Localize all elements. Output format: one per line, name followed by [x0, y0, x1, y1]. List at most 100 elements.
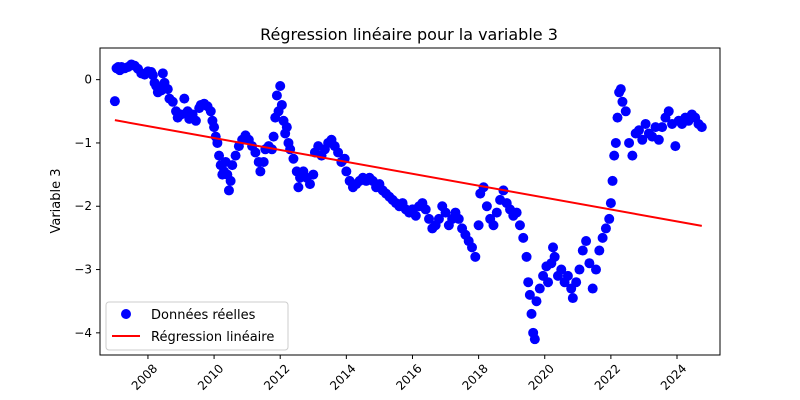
data-point	[597, 232, 608, 243]
legend-label-scatter: Données réelles	[151, 308, 256, 323]
legend-box	[105, 301, 289, 351]
data-point	[524, 289, 535, 300]
data-point	[288, 153, 299, 164]
data-point	[531, 296, 542, 307]
data-point	[440, 207, 451, 218]
data-point	[605, 198, 616, 209]
data-point	[467, 242, 477, 253]
data-point	[584, 258, 595, 269]
data-point	[657, 122, 668, 133]
x-tick-label: 2020	[526, 361, 557, 392]
regression-lines	[114, 119, 702, 227]
data-point	[607, 175, 618, 186]
legend: Données réelles Régression linéaire	[105, 301, 289, 351]
data-point	[612, 112, 623, 123]
data-point	[491, 207, 502, 218]
data-point	[571, 277, 582, 288]
data-point	[534, 283, 545, 294]
data-point	[250, 147, 261, 158]
data-point	[604, 213, 615, 224]
data-point	[567, 293, 578, 304]
data-point	[663, 106, 674, 117]
data-point	[620, 106, 631, 117]
data-point	[225, 175, 236, 186]
legend-label-line: Régression linéaire	[151, 330, 274, 345]
data-point	[341, 166, 352, 177]
data-point	[420, 204, 431, 215]
y-tick-label: −2	[74, 199, 92, 213]
data-point	[214, 150, 225, 161]
data-point	[255, 166, 266, 177]
x-tick-label: 2016	[393, 361, 424, 392]
data-point	[610, 137, 621, 148]
data-point	[275, 80, 286, 91]
data-point	[633, 125, 644, 136]
data-point	[591, 264, 601, 275]
data-point	[640, 118, 651, 129]
chart-title: Régression linéaire pour la variable 3	[260, 25, 558, 44]
data-point	[276, 99, 287, 110]
data-point	[670, 141, 681, 152]
data-point	[162, 84, 173, 95]
data-point	[190, 115, 201, 126]
data-point	[518, 232, 529, 243]
data-point	[304, 179, 315, 190]
data-point	[271, 90, 282, 101]
x-tick-label: 2012	[261, 361, 292, 392]
data-point	[514, 220, 525, 231]
data-point	[511, 207, 522, 218]
data-point	[227, 160, 238, 171]
data-point	[627, 150, 638, 161]
data-point	[223, 185, 234, 196]
data-point	[212, 137, 223, 148]
data-point	[609, 150, 620, 161]
data-point	[109, 96, 120, 107]
y-axis-label: Variable 3	[49, 168, 64, 233]
data-point	[523, 277, 534, 288]
data-point	[574, 264, 585, 275]
legend-scatter-marker	[121, 309, 131, 319]
data-point	[624, 137, 635, 148]
data-point	[410, 210, 421, 221]
y-tick-label: 0	[84, 73, 92, 87]
data-point	[526, 308, 537, 319]
data-point	[258, 156, 269, 167]
data-point	[594, 245, 605, 256]
data-point	[179, 93, 190, 104]
x-tick-label: 2024	[658, 361, 689, 392]
data-point	[147, 70, 158, 81]
data-point	[556, 264, 567, 275]
data-point	[473, 220, 484, 231]
data-point	[470, 251, 481, 262]
data-point	[488, 220, 499, 231]
y-tick-label: −1	[74, 136, 92, 150]
data-point	[424, 213, 435, 224]
data-point	[548, 242, 559, 253]
data-points	[109, 59, 707, 345]
y-tick-label: −3	[74, 263, 92, 277]
data-point	[167, 96, 178, 107]
x-tick-label: 2008	[129, 361, 160, 392]
data-point	[587, 283, 598, 294]
data-point	[230, 150, 241, 161]
x-tick-label: 2014	[327, 361, 358, 392]
x-tick-label: 2022	[592, 361, 623, 392]
data-point	[333, 147, 344, 158]
data-point	[617, 96, 628, 107]
data-point	[433, 213, 444, 224]
data-point	[577, 245, 588, 256]
data-point	[293, 182, 304, 193]
data-point	[205, 106, 216, 117]
data-point	[268, 131, 279, 142]
data-point	[157, 68, 168, 79]
plot-frame	[99, 47, 721, 356]
y-tick-label: −4	[74, 326, 92, 340]
data-point	[637, 134, 648, 145]
data-point	[581, 236, 592, 247]
data-point	[481, 201, 492, 212]
data-point	[209, 122, 220, 133]
data-point	[281, 122, 292, 133]
data-point	[653, 134, 664, 145]
data-point	[696, 122, 707, 133]
